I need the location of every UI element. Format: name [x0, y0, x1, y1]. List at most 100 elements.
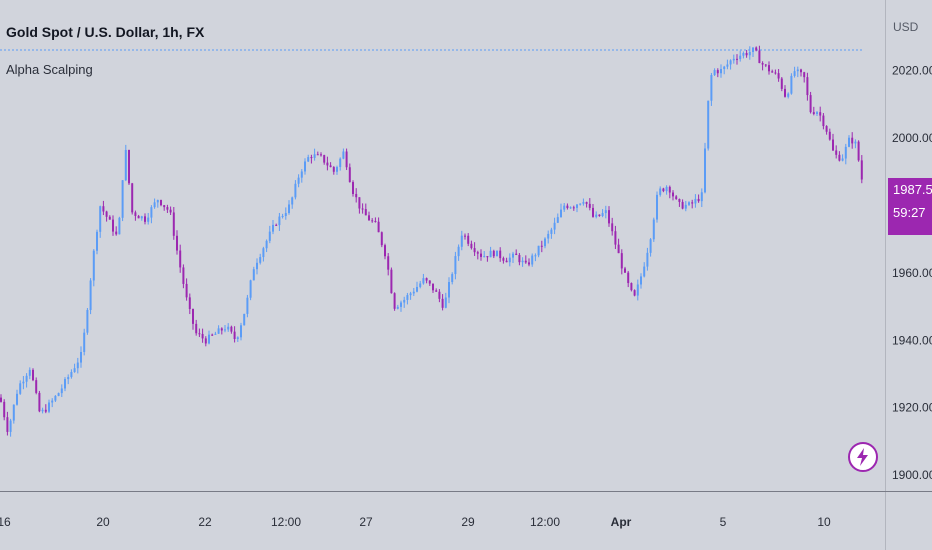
currency-label: USD [893, 20, 919, 34]
candle-body [76, 362, 79, 369]
candle-body [220, 328, 223, 331]
x-tick-label: 12:00 [271, 515, 301, 529]
candle-body [73, 368, 76, 373]
candle-body [265, 240, 268, 249]
candle-body [124, 149, 127, 181]
candle-body [41, 409, 44, 412]
candle-body [336, 167, 338, 172]
candle-body [371, 220, 374, 222]
y-tick-label: 2000.00 [892, 131, 932, 145]
candle-body [364, 209, 367, 216]
candle-body [483, 256, 486, 258]
candle-body [403, 299, 406, 303]
candle-body [153, 202, 156, 208]
candle-body [307, 157, 310, 162]
candle-body [6, 417, 9, 432]
candle-body [793, 71, 796, 76]
candle-body [800, 69, 802, 73]
candle-body [204, 338, 207, 344]
y-tick-label: 1960.00 [892, 266, 932, 280]
candle-body [179, 250, 182, 268]
candle-body [304, 161, 306, 172]
candle-body [828, 131, 831, 140]
candle-body [121, 180, 124, 218]
candle-body [588, 203, 591, 208]
alert-button[interactable] [848, 442, 878, 472]
candle-body [508, 257, 511, 263]
candle-body [281, 215, 284, 217]
candle-body [768, 65, 770, 72]
candle-body [851, 137, 854, 144]
candle-body [320, 154, 322, 156]
candle-body [547, 233, 550, 239]
candle-body [748, 51, 751, 56]
candle-body [432, 283, 434, 291]
candle-body [284, 213, 287, 216]
candle-body [649, 239, 652, 253]
candle-body [774, 72, 777, 74]
candle-body [550, 229, 553, 234]
candle-body [678, 199, 681, 202]
candle-body [825, 126, 828, 132]
candle-body [166, 207, 169, 210]
candle-body [624, 268, 626, 273]
candle-body [854, 141, 857, 144]
candle-body [252, 269, 255, 281]
candle-body [643, 266, 646, 277]
candle-body [310, 157, 313, 159]
candle-body [460, 235, 463, 247]
candle-body [288, 204, 290, 214]
candle-body [505, 260, 508, 263]
candle-body [236, 337, 239, 340]
candle-body [617, 244, 620, 254]
x-tick-label: 22 [198, 515, 212, 529]
candle-body [524, 260, 527, 263]
candle-body [377, 221, 380, 233]
candle-body [630, 283, 633, 291]
candle-body [441, 298, 444, 308]
candle-body [764, 64, 767, 66]
candle-body [246, 297, 249, 314]
candle-body [115, 231, 118, 235]
candle-body [233, 331, 236, 340]
candle-body [169, 209, 172, 213]
candle-body [684, 204, 687, 209]
candle-body [64, 379, 66, 389]
candle-body [697, 198, 700, 202]
candle-body [38, 392, 41, 412]
candle-body [118, 217, 121, 235]
candle-body [108, 216, 111, 220]
candle-body [256, 262, 258, 270]
x-axis[interactable]: 16 20 22 12:00 27 29 12:00 Apr 5 10 [0, 515, 831, 529]
candle-body [665, 186, 668, 192]
candle-body [646, 252, 649, 267]
candle-body [454, 256, 457, 275]
candle-body [300, 171, 303, 178]
candle-body [652, 219, 655, 240]
y-tick-label: 2020.00 [892, 64, 932, 78]
candle-body [25, 375, 28, 382]
candle-body [67, 377, 70, 380]
candle-body [672, 192, 674, 197]
candle-body [611, 223, 614, 232]
candle-body [428, 280, 431, 284]
candle-body [512, 253, 514, 258]
candle-body [444, 297, 447, 308]
candle-body [374, 221, 377, 223]
y-axis[interactable]: 1900.001920.001940.001960.001980.002000.… [892, 64, 932, 483]
candle-body [784, 88, 786, 97]
x-tick-label: 27 [359, 515, 373, 529]
candle-body [48, 402, 50, 412]
candle-body [694, 198, 697, 204]
x-tick-label: 12:00 [530, 515, 560, 529]
candle-body [838, 154, 841, 161]
candle-body [32, 369, 34, 381]
candle-body [502, 258, 505, 261]
candle-body [150, 207, 153, 218]
candle-body [710, 75, 713, 101]
indicator-label[interactable]: Alpha Scalping [6, 62, 93, 77]
candle-body [144, 216, 146, 222]
candle-body [726, 64, 729, 67]
candle-body [716, 70, 719, 74]
